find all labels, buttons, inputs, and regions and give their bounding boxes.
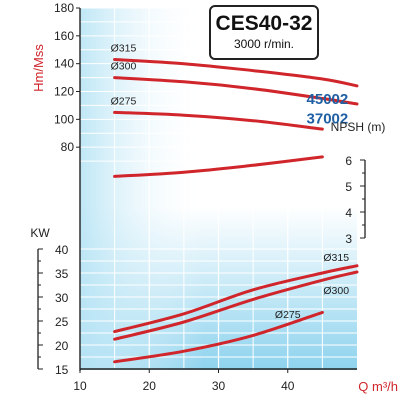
- kw-y-tick-label: 20: [55, 339, 69, 353]
- chart-subtitle: 3000 r/min.: [233, 37, 295, 51]
- kw-y-tick-label: 15: [55, 363, 69, 377]
- head-curve: [113, 58, 359, 88]
- power-curve-diameter-label: Ø315: [323, 252, 349, 264]
- power-curve-diameter-label: Ø275: [275, 309, 301, 321]
- head-y-tick-label: 160: [54, 29, 74, 43]
- pump-model-label: 30002: [272, 0, 314, 4]
- power-curve-diameter-label: Ø300: [323, 285, 349, 297]
- head-y-tick-label: 140: [54, 57, 74, 71]
- npsh-axis-title: NPSH (m): [331, 120, 386, 134]
- head-y-tick-label: 80: [61, 140, 75, 154]
- head-curve: [113, 110, 324, 131]
- head-curve: [113, 76, 359, 106]
- head-curve-diameter-label: Ø275: [111, 95, 137, 107]
- head-axis-title: Hm/Mss: [31, 44, 46, 92]
- head-curve-diameter-label: Ø315: [111, 42, 137, 54]
- npsh-y-tick-label: 3: [345, 232, 352, 246]
- tick-labels: 80 100 120 140 160 180 15 20 25 30 35 40 3 4 5 6 10 20 30 4…: [54, 1, 352, 393]
- power-curve: [113, 310, 324, 364]
- x-axis-title: Q m³/h: [358, 379, 398, 394]
- head-y-tick-label: 180: [54, 1, 74, 15]
- head-curve-diameter-label: Ø300: [111, 61, 137, 73]
- head-y-tick-label: 120: [54, 85, 74, 99]
- kw-y-tick-label: 35: [55, 267, 69, 281]
- npsh-curve: [113, 155, 324, 178]
- pump-model-label: 45002: [307, 91, 349, 108]
- npsh-y-tick-label: 4: [345, 206, 352, 220]
- curves: [113, 58, 359, 364]
- npsh-y-tick-label: 6: [345, 154, 352, 168]
- x-tick-label: 30: [212, 379, 226, 393]
- title-box: CES40-32 3000 r/min.: [209, 5, 319, 60]
- npsh-y-tick-label: 5: [345, 180, 352, 194]
- kw-y-tick-label: 30: [55, 291, 69, 305]
- axes: [37, 7, 366, 373]
- x-tick-label: 40: [281, 379, 295, 393]
- chart-title: CES40-32: [215, 12, 313, 35]
- kw-y-tick-label: 40: [55, 243, 69, 257]
- kw-axis-title: KW: [30, 226, 50, 240]
- head-y-tick-label: 100: [54, 112, 74, 126]
- pump-model-label: 37002: [307, 110, 349, 127]
- power-curve: [113, 264, 359, 334]
- curve-labels: Ø315 Ø300 Ø275 45002 37002 30002 Ø315 Ø300 Ø275: [111, 0, 350, 321]
- x-tick-label: 10: [73, 379, 87, 393]
- x-tick-label: 20: [143, 379, 157, 393]
- kw-y-tick-label: 25: [55, 315, 69, 329]
- power-curve: [113, 270, 359, 341]
